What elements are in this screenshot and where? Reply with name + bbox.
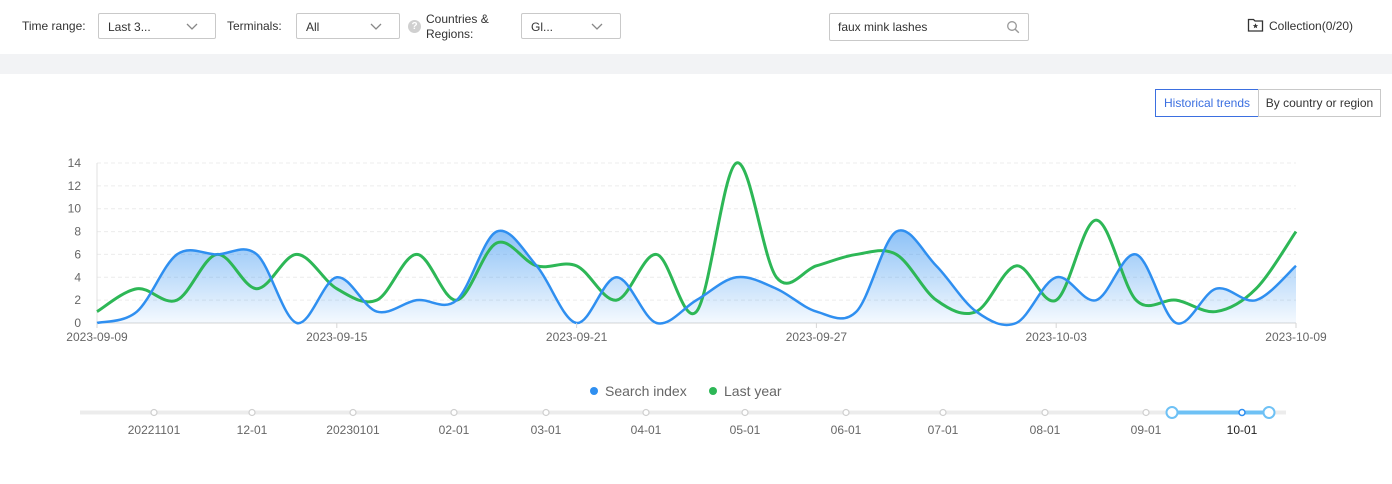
timeline-node[interactable] (741, 408, 749, 417)
x-tick-label: 2023-09-27 (786, 330, 848, 344)
timeline-label: 06-01 (831, 423, 862, 437)
last-year-line (96, 161, 1298, 316)
timeline-label: 02-01 (439, 423, 470, 437)
time-range-select[interactable]: Last 3... (98, 13, 216, 39)
y-tick-label: 4 (74, 270, 81, 284)
timeline-node[interactable] (150, 408, 158, 417)
filter-bar: Time range: Last 3... Terminals: All ? C… (0, 0, 1392, 54)
search-index-line (96, 229, 1297, 327)
countries-label-line2: Regions: (426, 27, 474, 41)
slider-end-handle[interactable] (1262, 406, 1276, 419)
timeline-node[interactable] (349, 408, 357, 417)
timeline-node[interactable] (542, 408, 550, 417)
keyword-search-box[interactable] (829, 13, 1029, 41)
y-tick-label: 8 (74, 225, 81, 239)
chevron-down-icon (370, 23, 382, 30)
time-slider[interactable]: 20221101 12-01 20230101 02-01 03-01 04-01 05-0… (0, 400, 1392, 450)
chevron-down-icon (591, 23, 603, 30)
timeline-node[interactable] (450, 408, 458, 417)
timeline-label: 05-01 (730, 423, 761, 437)
by-country-tab[interactable]: By country or region (1258, 89, 1381, 117)
timeline-label: 09-01 (1131, 423, 1162, 437)
x-tick-label: 2023-09-09 (66, 330, 128, 344)
last-year-dot (709, 387, 717, 395)
y-tick-label: 14 (68, 156, 82, 170)
slider-current-marker (1238, 408, 1246, 417)
x-tick-label: 2023-10-09 (1265, 330, 1327, 344)
timeline-node[interactable] (1041, 408, 1049, 417)
countries-value: Gl... (531, 20, 554, 34)
chevron-down-icon (186, 23, 198, 30)
timeline-label: 08-01 (1030, 423, 1061, 437)
y-tick-label: 0 (74, 316, 81, 330)
y-tick-label: 12 (68, 179, 82, 193)
timeline-node[interactable] (939, 408, 947, 417)
terminals-label: Terminals: (227, 19, 282, 33)
search-input[interactable] (838, 18, 998, 36)
time-range-label: Time range: (22, 19, 86, 33)
timeline-node[interactable] (248, 408, 256, 417)
historical-trends-tab[interactable]: Historical trends (1155, 89, 1259, 117)
folder-star-icon (1247, 18, 1264, 32)
terminals-value: All (306, 20, 320, 34)
collection-label: Collection(0/20) (1269, 19, 1354, 33)
time-range-value: Last 3... (108, 20, 151, 34)
y-tick-label: 6 (74, 247, 81, 261)
timeline-node[interactable] (1142, 408, 1150, 417)
timeline-label: 07-01 (928, 423, 959, 437)
legend-last-year-label: Last year (724, 383, 782, 399)
help-icon[interactable]: ? (408, 20, 421, 33)
y-tick-label: 10 (68, 202, 82, 216)
legend-search-index-label: Search index (605, 383, 687, 399)
timeline-label: 03-01 (531, 423, 562, 437)
search-index-dot (590, 387, 598, 395)
terminals-select[interactable]: All (296, 13, 400, 39)
section-divider (0, 54, 1392, 74)
timeline-node[interactable] (842, 408, 850, 417)
countries-select[interactable]: Gl... (521, 13, 621, 39)
x-tick-label: 2023-09-21 (546, 330, 608, 344)
trend-chart: 0 2 4 6 8 10 12 14 2023-09-09 2023-09-15 2023-09-… (66, 156, 1327, 344)
timeline-label: 04-01 (631, 423, 662, 437)
search-icon[interactable] (1006, 20, 1020, 34)
timeline-node[interactable] (642, 408, 650, 417)
timeline-label: 10-01 (1227, 423, 1258, 437)
timeline-label: 20230101 (326, 423, 380, 437)
timeline-label: 12-01 (237, 423, 268, 437)
countries-label-line1: Countries & (426, 12, 489, 26)
x-tick-label: 2023-09-15 (306, 330, 368, 344)
y-tick-label: 2 (74, 293, 81, 307)
slider-start-handle[interactable] (1165, 406, 1179, 419)
timeline-label: 20221101 (128, 423, 181, 437)
x-tick-label: 2023-10-03 (1026, 330, 1088, 344)
